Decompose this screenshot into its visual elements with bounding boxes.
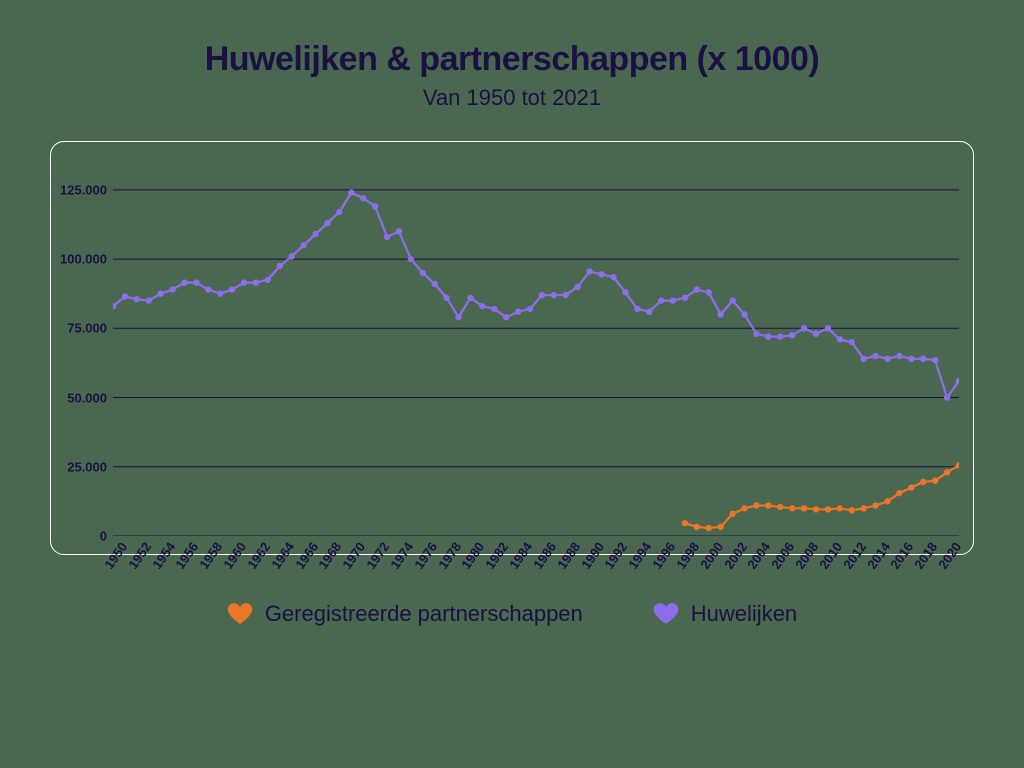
chart-container: 025.00050.00075.000100.000125.0001950195… [50, 141, 974, 555]
legend-item-huwelijken: Huwelijken [653, 601, 797, 627]
legend-label: Geregistreerde partnerschappen [265, 601, 583, 627]
y-axis-label: 125.000 [60, 182, 113, 197]
y-axis-label: 50.000 [67, 390, 113, 405]
chart-title: Huwelijken & partnerschappen (x 1000) [50, 40, 974, 79]
y-axis-label: 75.000 [67, 321, 113, 336]
x-axis-label: 2020 [930, 536, 964, 572]
y-axis-label: 25.000 [67, 459, 113, 474]
legend: Geregistreerde partnerschappen Huwelijke… [50, 601, 974, 627]
legend-item-partnerschappen: Geregistreerde partnerschappen [227, 601, 583, 627]
heart-icon [653, 601, 679, 627]
heart-icon [227, 601, 253, 627]
chart-subtitle: Van 1950 tot 2021 [50, 85, 974, 111]
line-chart [113, 176, 959, 536]
y-axis-label: 100.000 [60, 252, 113, 267]
legend-label: Huwelijken [691, 601, 797, 627]
